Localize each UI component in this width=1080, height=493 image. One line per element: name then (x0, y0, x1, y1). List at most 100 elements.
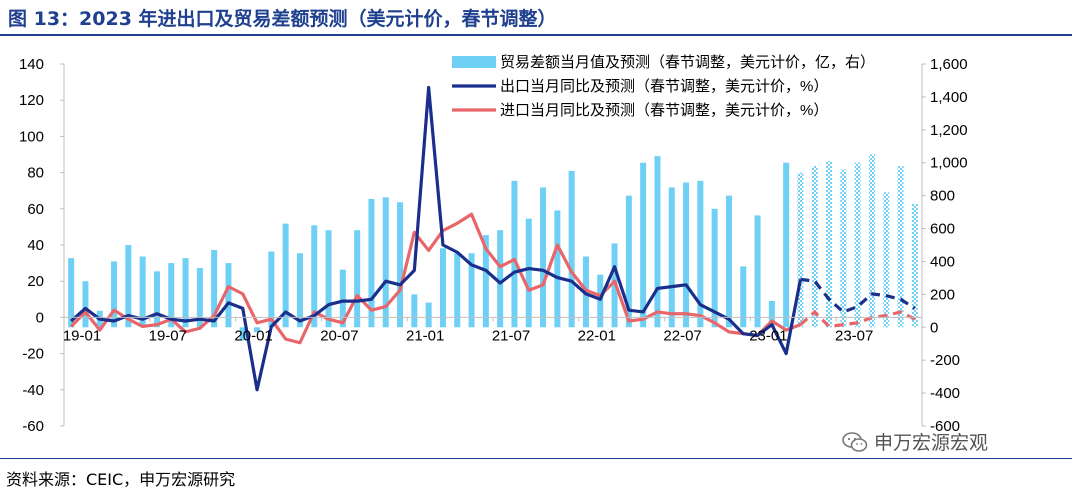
left-tick-label: -60 (22, 418, 44, 435)
trade-balance-bar (268, 251, 275, 328)
left-tick-label: 40 (27, 237, 44, 254)
trade-balance-bar (425, 302, 432, 328)
trade-balance-bar (225, 263, 232, 328)
legend-export-label: 出口当月同比及预测（春节调整，美元计价，%） (500, 78, 828, 95)
chart-title: 图 13：2023 年进出口及贸易差额预测（美元计价，春节调整） (8, 8, 557, 30)
trade-balance-bar (254, 327, 261, 333)
chart: -60-40-20020406080100120140-600-400-2000… (19, 54, 968, 435)
right-tick-label: 200 (930, 286, 955, 303)
trade-balance-bar (497, 230, 504, 328)
trade-balance-bar (740, 266, 747, 328)
trade-balance-bar (454, 253, 461, 328)
trade-balance-bar (854, 162, 861, 328)
left-tick-label: -40 (22, 382, 44, 399)
trade-balance-bar (668, 187, 675, 328)
trade-balance-bar (826, 161, 833, 328)
x-tick-label: 19-01 (63, 327, 101, 344)
trade-balance-bar (840, 169, 847, 328)
x-tick-label: 23-01 (749, 327, 787, 344)
trade-balance-bar (540, 187, 547, 328)
bar-series (68, 154, 918, 341)
trade-balance-bar (239, 327, 246, 341)
right-tick-label: 1,600 (930, 56, 968, 73)
trade-balance-bar (697, 180, 704, 328)
right-tick-label: 1,000 (930, 155, 968, 172)
import-yoy-forecast-line (799, 309, 916, 329)
left-tick-label: 100 (19, 128, 44, 145)
trade-balance-bar (511, 180, 518, 328)
left-tick-label: 0 (36, 309, 44, 326)
export-yoy-line (70, 85, 803, 392)
axes: -60-40-20020406080100120140-600-400-2000… (19, 56, 968, 435)
x-tick-label: 20-07 (320, 327, 358, 344)
trade-balance-bar (196, 268, 203, 328)
legend-trade-balance-label: 贸易差额当月值及预测（春节调整，美元计价，亿，右） (500, 54, 875, 71)
x-tick-label: 23-07 (835, 327, 873, 344)
import-yoy-line (70, 212, 802, 345)
trade-balance-bar (783, 162, 790, 328)
export-yoy-forecast-line (800, 277, 916, 314)
legend: 贸易差额当月值及预测（春节调整，美元计价，亿，右） 出口当月同比及预测（春节调整，… (452, 54, 875, 119)
trade-balance-bar (397, 202, 404, 328)
trade-balance-bar (311, 225, 318, 328)
left-tick-label: -20 (22, 346, 44, 363)
right-tick-label: 400 (930, 253, 955, 270)
trade-balance-bar (111, 261, 118, 328)
trade-balance-bar (182, 258, 189, 328)
wechat-icon (842, 431, 868, 452)
trade-balance-bar (768, 300, 775, 328)
left-tick-label: 80 (27, 165, 44, 182)
x-tick-label: 20-01 (234, 327, 272, 344)
trade-balance-bar (368, 198, 375, 328)
right-tick-label: 1,200 (930, 122, 968, 139)
x-tick-label: 22-07 (663, 327, 701, 344)
trade-balance-bar (411, 294, 418, 328)
trade-balance-bar (153, 271, 160, 328)
trade-balance-bar (82, 281, 89, 328)
trade-balance-bar (525, 218, 532, 328)
trade-balance-bar (554, 210, 561, 328)
trade-balance-bar (468, 253, 475, 328)
left-tick-label: 20 (27, 273, 44, 290)
trade-balance-bar (211, 249, 218, 328)
x-tick-label: 21-07 (492, 327, 530, 344)
legend-import-label: 进口当月同比及预测（春节调整，美元计价，%） (500, 102, 828, 119)
left-tick-label: 60 (27, 201, 44, 218)
x-tick-label: 19-07 (149, 327, 187, 344)
trade-balance-bar (911, 203, 918, 328)
trade-balance-bar (139, 256, 146, 328)
trade-balance-bar (683, 182, 690, 328)
right-tick-label: 0 (930, 319, 938, 336)
trade-balance-bar (568, 170, 575, 328)
trade-balance-bar (125, 245, 132, 328)
trade-balance-bar (168, 263, 175, 328)
trade-balance-bar (339, 269, 346, 328)
trade-balance-bar (640, 162, 647, 328)
trade-balance-bar (654, 156, 661, 328)
line-series (70, 85, 916, 392)
trade-balance-bar (754, 215, 761, 328)
trade-balance-bar (811, 166, 818, 328)
right-tick-label: 600 (930, 221, 955, 238)
legend-trade-balance-swatch (452, 56, 496, 68)
trade-balance-bar (883, 192, 890, 328)
x-tick-label: 21-01 (406, 327, 444, 344)
trade-balance-bar (325, 230, 332, 328)
trade-balance-bar (897, 166, 904, 328)
right-tick-label: -200 (930, 352, 960, 369)
trade-balance-bar (382, 197, 389, 328)
left-tick-label: 140 (19, 56, 44, 73)
trade-balance-bar (282, 223, 289, 328)
watermark-text: 申万宏源宏观 (874, 432, 989, 454)
right-tick-label: 800 (930, 188, 955, 205)
trade-balance-bar (482, 235, 489, 328)
trade-balance-bar (597, 274, 604, 328)
trade-balance-bar (868, 154, 875, 328)
x-tick-label: 22-01 (578, 327, 616, 344)
left-tick-label: 120 (19, 92, 44, 109)
watermark: 申万宏源宏观 (842, 428, 988, 455)
trade-balance-bar (797, 172, 804, 328)
right-tick-label: -400 (930, 385, 960, 402)
trade-balance-bar (725, 195, 732, 328)
trade-balance-bar (354, 230, 361, 328)
